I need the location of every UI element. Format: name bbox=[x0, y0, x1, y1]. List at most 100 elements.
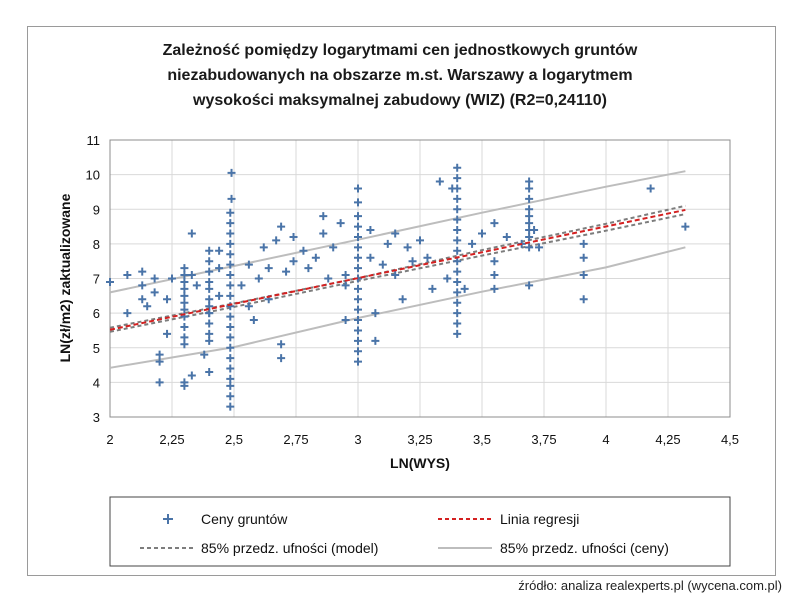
legend-label-model: 85% przedz. ufności (model) bbox=[201, 540, 378, 556]
data-point bbox=[226, 219, 235, 228]
data-point bbox=[155, 357, 164, 366]
data-point bbox=[579, 271, 588, 280]
x-tick-label: 3 bbox=[354, 432, 361, 447]
legend-marker-ceny bbox=[163, 514, 173, 524]
data-point bbox=[205, 257, 214, 266]
chart-title-line: wysokości maksymalnej zabudowy (WIZ) (R2… bbox=[193, 92, 607, 109]
data-point bbox=[579, 253, 588, 262]
data-point bbox=[453, 236, 462, 245]
data-point bbox=[354, 336, 362, 345]
data-point bbox=[277, 222, 286, 231]
data-point bbox=[187, 271, 196, 280]
y-tick-label: 3 bbox=[93, 410, 100, 425]
data-point bbox=[490, 271, 499, 280]
data-point bbox=[354, 316, 362, 325]
data-point bbox=[398, 295, 407, 304]
data-point bbox=[354, 232, 362, 241]
data-point bbox=[237, 281, 246, 290]
data-point bbox=[383, 239, 392, 248]
confidence-bands bbox=[109, 170, 686, 369]
data-point bbox=[341, 316, 350, 325]
data-point bbox=[180, 284, 189, 293]
price-band-upper-line bbox=[109, 170, 686, 294]
data-point bbox=[460, 284, 469, 293]
data-point bbox=[354, 243, 362, 252]
data-point bbox=[354, 198, 362, 207]
chart-title-line: niezabudowanych na obszarze m.st. Warsza… bbox=[167, 67, 633, 84]
data-point bbox=[354, 326, 362, 335]
data-point bbox=[525, 243, 534, 252]
x-tick-label: 3,5 bbox=[473, 432, 491, 447]
data-point bbox=[187, 371, 196, 380]
data-point bbox=[319, 229, 328, 238]
data-point bbox=[453, 174, 462, 183]
data-point bbox=[525, 212, 534, 221]
data-point bbox=[226, 229, 235, 238]
x-tick-label: 2 bbox=[106, 432, 113, 447]
data-point bbox=[226, 239, 235, 248]
x-tick-label: 4,5 bbox=[721, 432, 739, 447]
legend-box bbox=[109, 496, 731, 567]
data-point bbox=[180, 381, 189, 390]
data-point bbox=[453, 205, 462, 214]
data-point bbox=[354, 184, 362, 193]
data-point bbox=[180, 333, 189, 342]
data-point bbox=[264, 264, 273, 273]
data-point bbox=[180, 291, 189, 300]
data-point bbox=[205, 277, 214, 286]
data-point bbox=[205, 246, 214, 255]
data-point bbox=[366, 226, 375, 235]
x-tick-label: 2,25 bbox=[159, 432, 184, 447]
data-point bbox=[428, 284, 437, 293]
data-point bbox=[490, 219, 499, 228]
data-point bbox=[354, 295, 362, 304]
data-point bbox=[371, 309, 380, 318]
data-point bbox=[123, 309, 132, 318]
data-point bbox=[227, 168, 236, 177]
y-tick-label: 11 bbox=[87, 133, 101, 148]
x-tick-label: 2,5 bbox=[225, 432, 243, 447]
data-point bbox=[106, 277, 114, 286]
data-point bbox=[180, 305, 189, 314]
data-point bbox=[453, 329, 462, 338]
data-point bbox=[138, 295, 147, 304]
data-point bbox=[416, 236, 424, 245]
data-point bbox=[525, 281, 534, 290]
data-point bbox=[226, 364, 235, 373]
data-point bbox=[227, 194, 236, 203]
data-point bbox=[329, 243, 338, 252]
chart-title-line: Zależność pomiędzy logarytmami cen jedno… bbox=[162, 42, 638, 59]
data-point bbox=[187, 229, 196, 238]
data-point bbox=[249, 316, 258, 325]
data-point bbox=[226, 392, 235, 401]
data-point bbox=[423, 253, 432, 262]
source-note: źródło: analiza realexperts.pl (wycena.c… bbox=[518, 578, 782, 593]
data-point bbox=[143, 302, 152, 311]
data-point bbox=[453, 226, 462, 235]
data-point bbox=[299, 246, 308, 255]
data-point bbox=[259, 243, 268, 252]
data-point bbox=[244, 260, 253, 269]
data-point bbox=[226, 250, 235, 259]
data-point bbox=[205, 319, 214, 328]
x-tick-label: 4 bbox=[602, 432, 609, 447]
regression-line bbox=[109, 208, 686, 331]
data-point bbox=[226, 381, 235, 390]
data-point bbox=[354, 305, 362, 314]
legend-label-ceny: Ceny gruntów bbox=[201, 511, 288, 527]
data-point bbox=[502, 232, 511, 241]
data-point bbox=[453, 267, 462, 276]
data-point bbox=[205, 302, 214, 311]
data-point bbox=[226, 322, 235, 331]
data-point bbox=[391, 229, 400, 238]
data-point bbox=[215, 246, 224, 255]
data-point bbox=[180, 271, 189, 280]
data-point bbox=[226, 354, 235, 363]
legend-label-regresji: Linia regresji bbox=[500, 511, 579, 527]
x-axis-label: LN(WYS) bbox=[390, 455, 450, 471]
data-point bbox=[646, 184, 655, 193]
data-point bbox=[304, 264, 313, 273]
data-point bbox=[277, 340, 286, 349]
data-point bbox=[150, 274, 159, 283]
data-point bbox=[155, 350, 164, 359]
